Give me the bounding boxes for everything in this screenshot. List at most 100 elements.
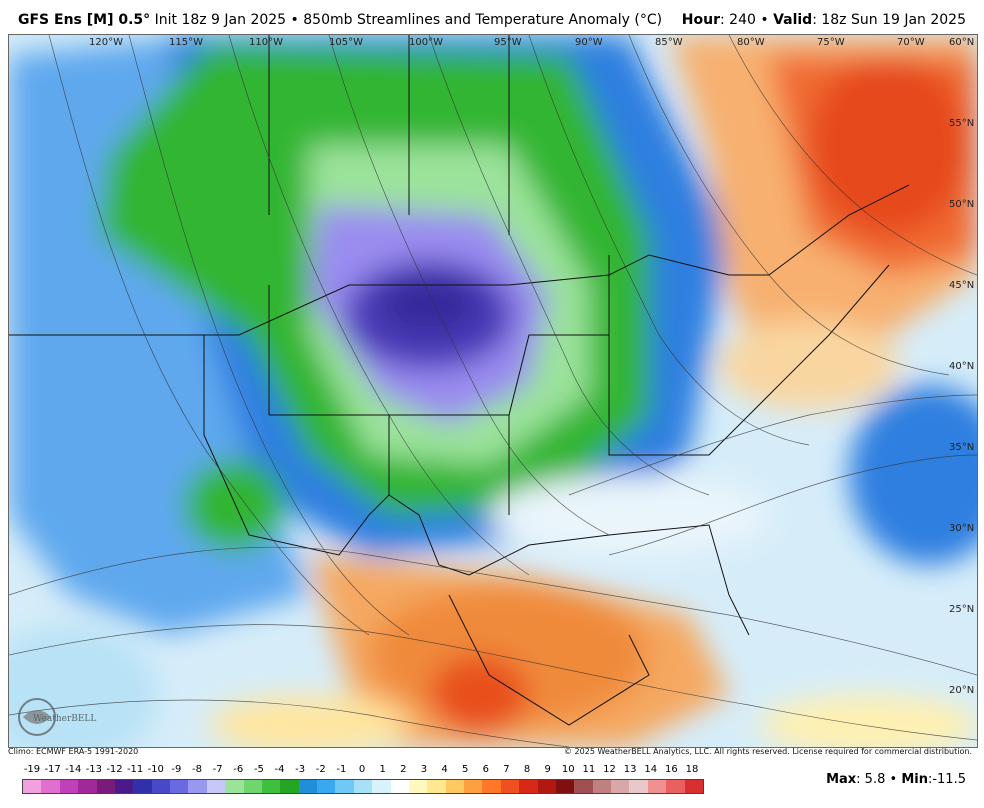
scale-swatch [647,780,667,793]
streamline [628,35,950,376]
scale-tick-label: -17 [44,764,61,775]
state-lines-east [608,264,890,456]
scale-swatch [206,780,226,793]
streamline [9,546,977,676]
lat-label: 55°N [949,118,974,129]
scale-swatch [372,780,391,793]
scale-tick-label: 3 [420,764,428,775]
model-name: GFS Ens [M] 0.5 [18,12,144,28]
lon-label: 75°W [817,37,845,48]
scale-tick-label: -10 [147,764,164,775]
scale-swatch [537,780,556,793]
scale-tick-label: -3 [295,764,306,775]
climo-note: Climo: ECMWF ERA-5 1991-2020 [8,747,139,756]
scale-swatch [335,780,354,793]
min-label: Min [901,772,928,787]
temperature-anomaly-map[interactable]: 120°W 115°W 110°W 105°W 100°W 95°W 90°W … [8,34,978,748]
scale-tick-label: 8 [523,764,531,775]
scale-tick-label: 6 [482,764,489,775]
scale-swatch [151,780,170,793]
scale-tick-label: 12 [603,764,616,775]
streamline [9,624,977,741]
scale-swatch [629,780,648,793]
scale-swatch [261,780,281,793]
scale-tick-label: 4 [441,764,448,775]
scale-tick-label: -19 [23,764,41,775]
streamline [608,454,977,556]
scale-swatch [78,780,97,793]
scale-swatch [280,780,299,793]
scale-swatch [188,780,207,793]
latitude-labels: 60°N 55°N 50°N 45°N 40°N 35°N 30°N 25°N … [949,37,974,696]
scale-swatch [445,780,464,793]
product-name: 850mb Streamlines and Temperature Anomal… [303,12,663,28]
scale-swatch [298,780,317,793]
scale-swatch [464,780,483,793]
anomaly-field [9,35,977,747]
lat-label: 40°N [949,361,974,372]
scale-bar [22,779,704,794]
scale-ticks: -19 -17 -14 -13 -12 -11 -10 -9 -8 -7 -6 -5 -4 -3 -2 -1 0… [22,764,702,778]
scale-tick-label: 11 [582,764,596,775]
title-bullet: • [290,12,299,28]
scale-tick-label: -11 [126,764,144,775]
lon-label: 80°W [737,37,765,48]
scale-tick-label: -6 [233,764,244,775]
scale-tick-label: 2 [400,764,407,775]
scale-tick-label: 14 [644,764,658,775]
lon-label: 95°W [494,37,522,48]
streamlines [9,35,977,747]
scale-swatch [592,780,611,793]
color-scale: -19 -17 -14 -13 -12 -11 -10 -9 -8 -7 -6 -5 -4 -3 -2 -1 0… [22,764,704,794]
scale-swatch [519,780,538,793]
scale-swatch [114,780,134,793]
map-title: GFS Ens [M] 0.5° Init 18z 9 Jan 2025 • 8… [18,12,662,28]
scale-swatch [408,780,428,793]
lat-label: 20°N [949,685,974,696]
scale-swatch [482,780,501,793]
lon-label: 85°W [655,37,683,48]
scale-swatch [500,780,520,793]
streamline [568,394,977,496]
streamline [328,35,610,536]
copyright-note: © 2025 WeatherBELL Analytics, LLC. All r… [564,747,972,756]
scale-tick-label: -2 [315,764,326,775]
lon-label: 105°W [329,37,363,48]
scale-swatch [666,780,685,793]
valid-value: : 18z Sun 19 Jan 2025 [812,12,966,28]
min-value: :-11.5 [927,772,966,787]
scale-swatch [243,780,262,793]
scale-swatch [555,780,575,793]
scale-swatch [611,780,630,793]
weatherbell-logo-icon: WeatherBELL [18,698,96,736]
header: GFS Ens [M] 0.5° Init 18z 9 Jan 2025 • 8… [0,0,984,34]
lon-label: 90°W [575,37,603,48]
lat-label: 30°N [949,523,974,534]
hour-label: Hour [681,12,720,28]
scale-swatch [133,780,152,793]
scale-swatch [96,780,115,793]
lat-label: 45°N [949,280,974,291]
scale-swatch [23,780,42,793]
scale-swatch [317,780,336,793]
scale-tick-label: -14 [65,764,82,775]
max-value: : 5.8 [856,772,886,787]
streamline [728,35,977,276]
scale-tick-label: 9 [544,764,551,775]
scale-tick-label: 0 [358,764,366,775]
scale-tick-label: 7 [503,764,510,775]
scale-swatch [390,780,409,793]
streamline [48,35,370,636]
streamline [228,35,530,576]
lon-label: 115°W [169,37,203,48]
great-lakes-border [508,184,910,286]
scale-tick-label: 16 [665,764,678,775]
scale-tick-label: -8 [192,764,202,775]
scale-swatch [427,780,446,793]
scale-tick-label: 5 [461,764,469,775]
map-canvas: 120°W 115°W 110°W 105°W 100°W 95°W 90°W … [9,35,977,747]
scale-swatch [684,780,703,793]
streamline [528,35,810,446]
us-canada-border-west [9,284,509,336]
lon-label: 70°W [897,37,925,48]
